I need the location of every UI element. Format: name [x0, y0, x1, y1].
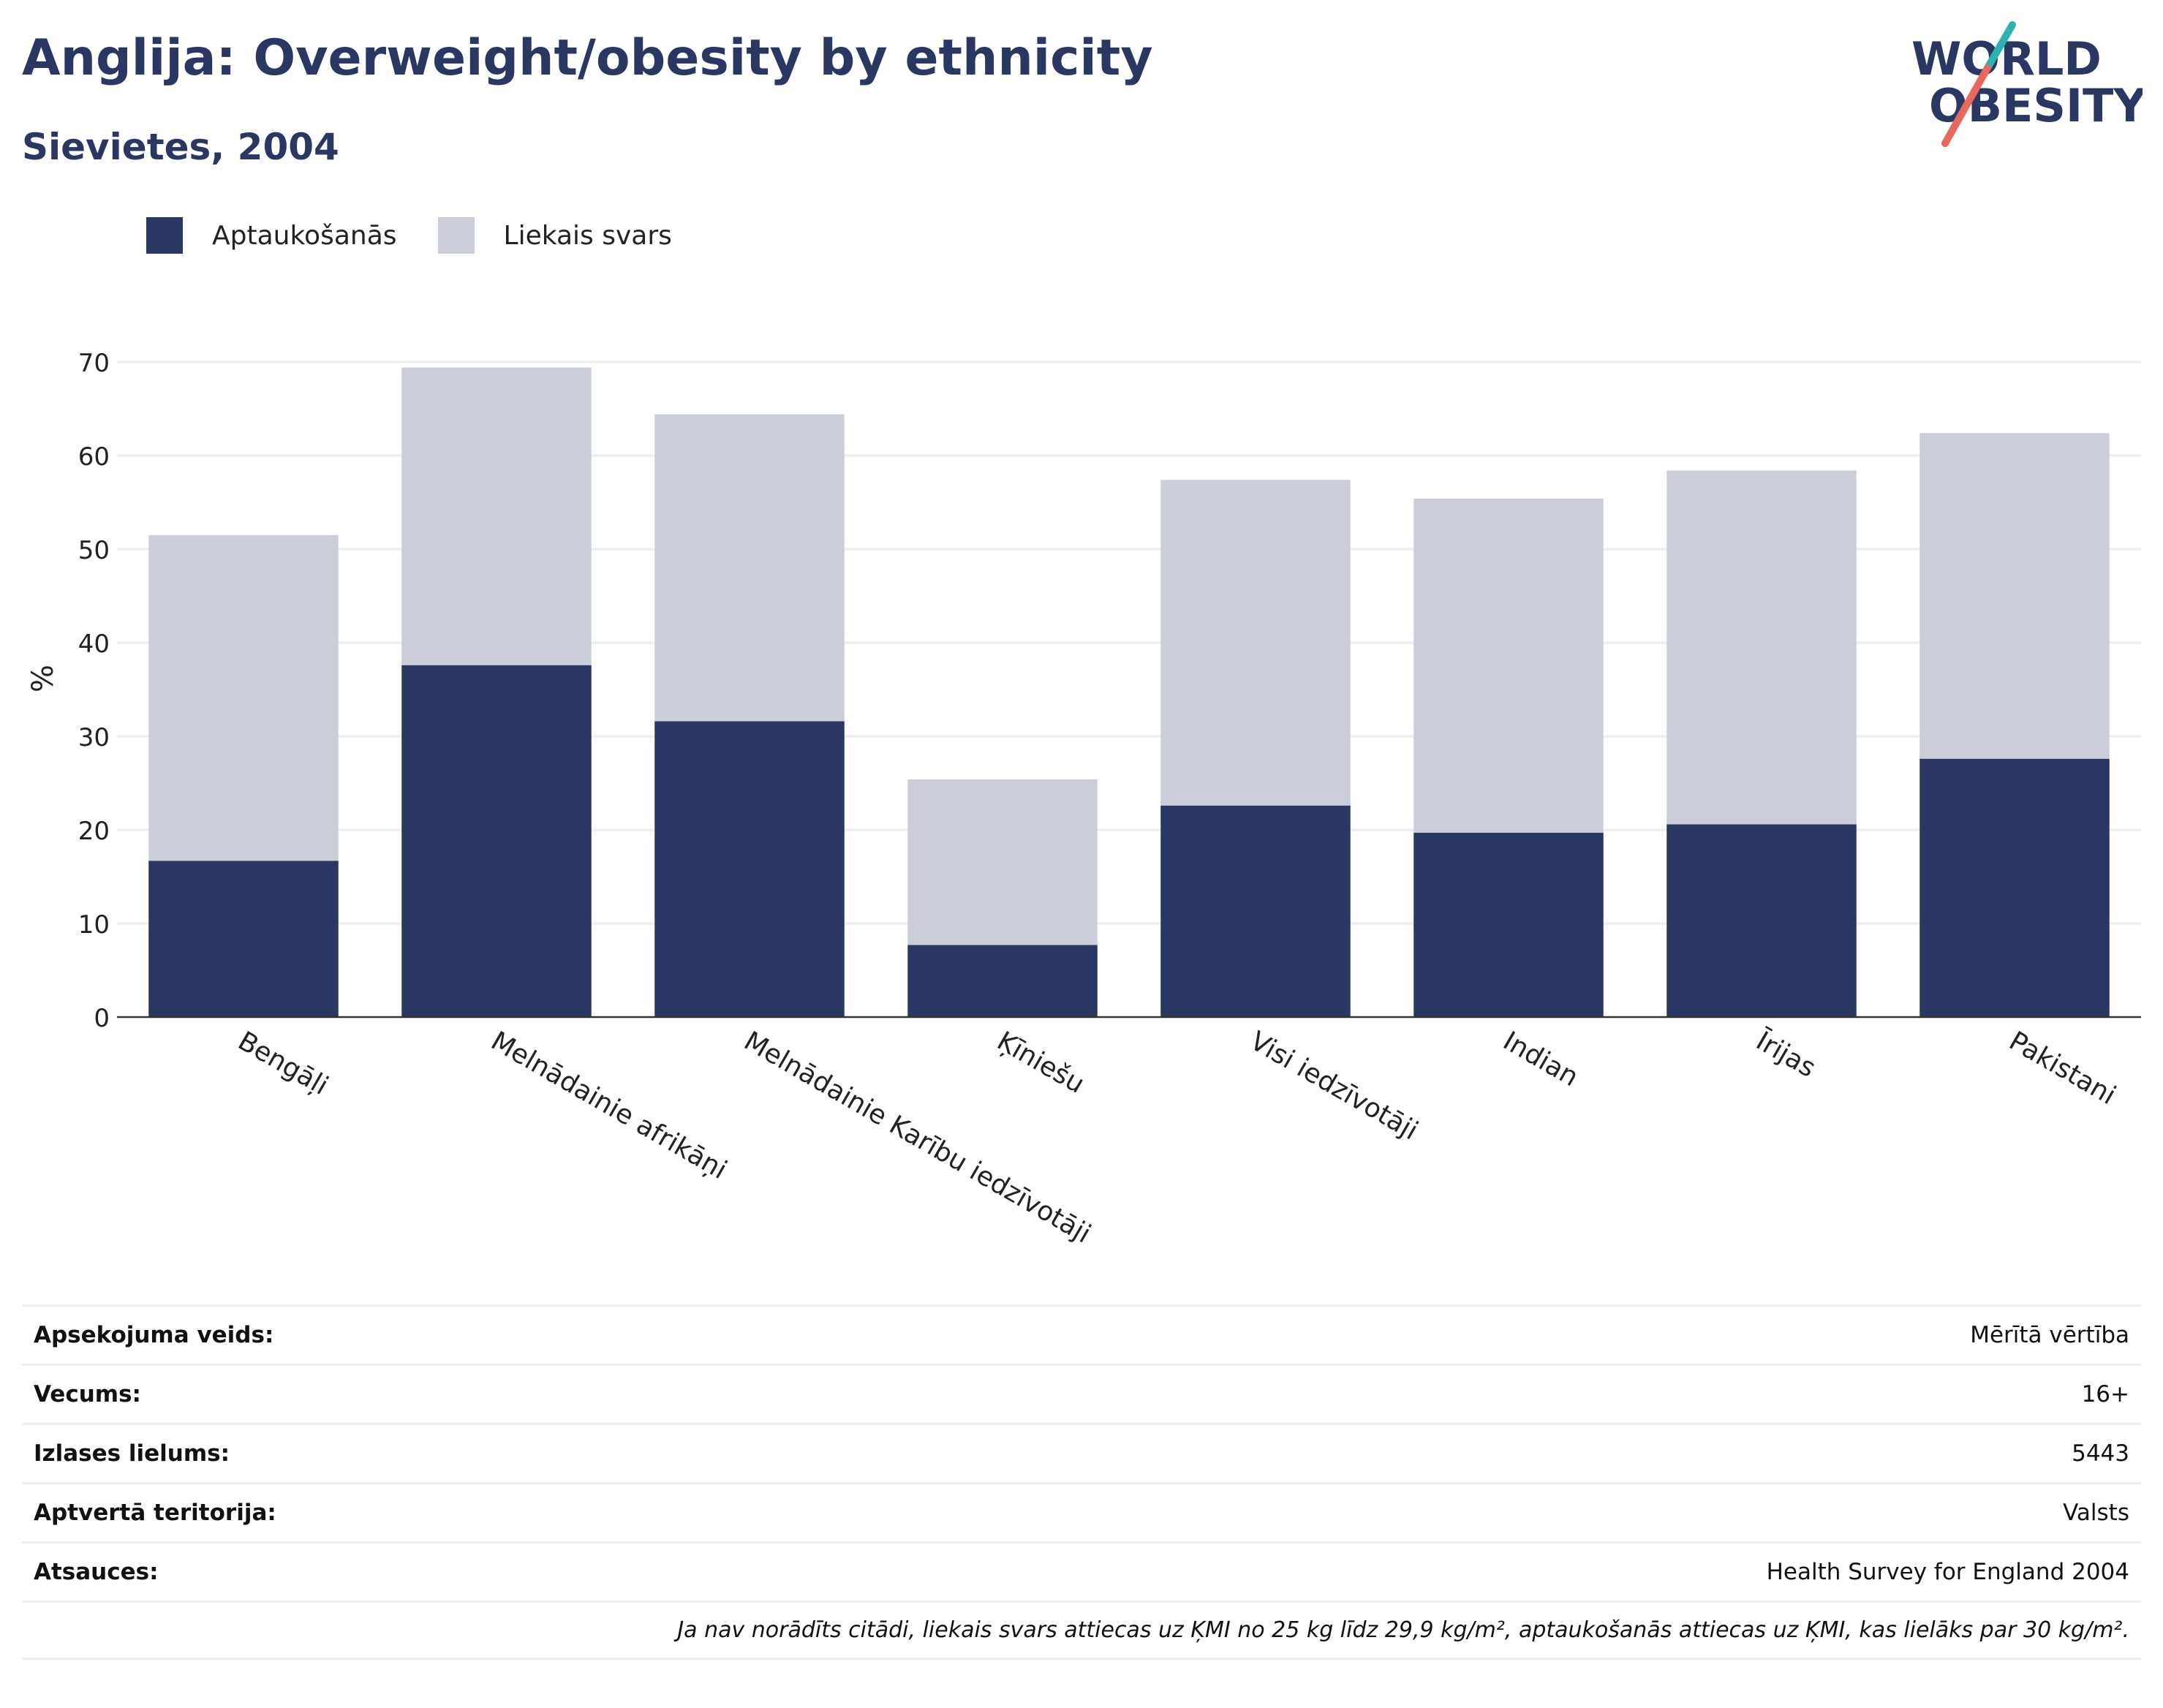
chart-legend: Aptaukošanās Liekais svars — [146, 216, 713, 254]
bar-obesity — [1919, 758, 2110, 1017]
info-key: Aptvertā teritorija: — [34, 1500, 276, 1526]
legend-swatch-obesity — [146, 217, 183, 254]
y-axis-label: % — [26, 665, 60, 692]
bar-overweight — [1666, 470, 1857, 825]
info-key: Atsauces: — [34, 1559, 159, 1585]
bar-obesity — [401, 665, 592, 1017]
bar-obesity — [1413, 832, 1604, 1017]
info-row-references: Atsauces: Health Survey for England 2004 — [22, 1541, 2141, 1601]
x-tick-label: Īrijas — [1751, 1026, 1821, 1084]
bar-obesity — [1666, 824, 1857, 1017]
info-key: Izlases lielums: — [34, 1440, 230, 1467]
y-tick-label: 20 — [78, 817, 110, 846]
bar-overweight — [1160, 480, 1351, 806]
legend-item-overweight[interactable]: Liekais svars — [437, 217, 672, 254]
y-tick-label: 50 — [78, 536, 110, 565]
logo-line-2: OBESITY — [1929, 79, 2143, 132]
info-key: Vecums: — [34, 1381, 141, 1407]
info-value: Valsts — [2063, 1500, 2129, 1526]
info-value: 16+ — [2081, 1381, 2129, 1407]
info-value: Mērītā vērtība — [1970, 1322, 2129, 1348]
y-tick-label: 60 — [78, 442, 110, 472]
y-tick-label: 70 — [78, 349, 110, 378]
logo-slash-teal — [1984, 21, 2016, 72]
bar-obesity — [148, 861, 339, 1017]
logo-slash-coral — [1941, 64, 1991, 147]
bar-overweight — [148, 534, 339, 861]
info-row-coverage: Aptvertā teritorija: Valsts — [22, 1482, 2141, 1541]
bar-obesity — [1160, 805, 1351, 1017]
info-row-survey-type: Apsekojuma veids: Mērītā vērtība — [22, 1304, 2141, 1364]
legend-item-obesity[interactable]: Aptaukošanās — [146, 217, 397, 254]
legend-label-overweight: Liekais svars — [503, 220, 672, 251]
y-tick-label: 30 — [78, 723, 110, 752]
y-tick-label: 0 — [94, 1004, 110, 1033]
bar-overweight — [654, 414, 845, 722]
x-tick-label: Bengāļi — [233, 1026, 333, 1101]
info-row-age: Vecums: 16+ — [22, 1364, 2141, 1423]
legend-label-obesity: Aptaukošanās — [212, 220, 397, 251]
stacked-bar-chart: 0 10 20 30 40 50 60 70% Bengāļi Melnādainie afrik… — [26, 349, 2141, 1250]
x-tick-label: Pakistani — [2004, 1026, 2121, 1111]
legend-swatch-overweight — [437, 217, 475, 254]
y-tick-label: 40 — [78, 630, 110, 659]
x-tick-label: Ķīniešu — [992, 1026, 1090, 1100]
info-value: Health Survey for England 2004 — [1766, 1559, 2129, 1585]
info-key: Apsekojuma veids: — [34, 1322, 274, 1348]
survey-info-table: Apsekojuma veids: Mērītā vērtība Vecums:… — [22, 1304, 2141, 1660]
bar-obesity — [654, 721, 845, 1017]
definition-note: Ja nav norādīts citādi, liekais svars at… — [22, 1601, 2141, 1660]
info-value: 5443 — [2072, 1440, 2129, 1467]
bar-overweight — [1413, 498, 1604, 833]
page-subtitle: Sievietes, 2004 — [22, 126, 339, 168]
bar-overweight — [401, 367, 592, 665]
bar-overweight — [907, 779, 1098, 945]
y-tick-label: 10 — [78, 910, 110, 940]
x-tick-label: Visi iedzīvotāji — [1245, 1026, 1423, 1146]
x-tick-label: Melnādainie afrikāņi — [486, 1026, 732, 1185]
bar-obesity — [907, 945, 1098, 1017]
x-tick-label: Indian — [1498, 1026, 1584, 1092]
world-obesity-logo: WORLD OBESITY — [1911, 21, 2143, 147]
bar-overweight — [1919, 433, 2110, 759]
page-title: Anglija: Overweight/obesity by ethnicity — [22, 29, 1153, 87]
info-row-sample-size: Izlases lielums: 5443 — [22, 1423, 2141, 1482]
